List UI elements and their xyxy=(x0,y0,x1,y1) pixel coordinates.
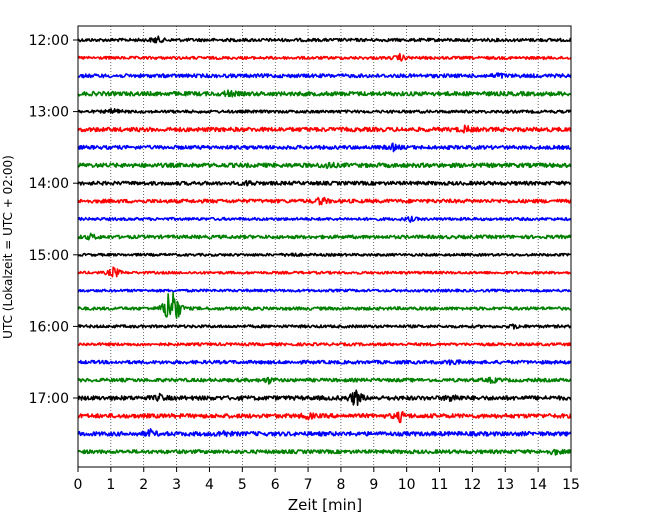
trace-1215 xyxy=(77,52,572,62)
y-tick-label: 15:00 xyxy=(29,248,69,264)
x-tick-label: 1 xyxy=(106,477,115,493)
x-tick-label: 4 xyxy=(205,477,214,493)
x-tick-label: 7 xyxy=(304,477,313,493)
trace-1615 xyxy=(77,342,572,347)
plot-frame xyxy=(77,25,572,468)
trace-1230 xyxy=(77,72,572,79)
trace-1645 xyxy=(77,376,572,385)
x-tick-label: 5 xyxy=(238,477,247,493)
x-tick-label: 9 xyxy=(369,477,378,493)
x-axis-ticks: 0 1 2 3 4 5 6 7 8 9 10 11 12 13 14 15 xyxy=(74,467,580,493)
trace-1530 xyxy=(77,288,572,293)
trace-1545 xyxy=(77,292,572,319)
x-tick-label: 6 xyxy=(271,477,280,493)
trace-1415 xyxy=(77,196,572,206)
x-tick-label: 11 xyxy=(431,477,449,493)
trace-1245 xyxy=(77,89,572,98)
y-tick-label: 16:00 xyxy=(29,319,69,335)
x-tick-label: 2 xyxy=(139,477,148,493)
x-tick-label: 15 xyxy=(562,477,580,493)
trace-1200 xyxy=(77,35,572,44)
trace-group xyxy=(77,35,572,456)
y-axis-ticks: 12:00 13:00 14:00 15:00 16:00 17:00 xyxy=(29,33,78,407)
trace-1400 xyxy=(77,179,572,187)
trace-1330 xyxy=(77,142,572,153)
x-tick-label: 0 xyxy=(74,477,83,493)
trace-1300 xyxy=(77,107,572,114)
x-tick-label: 12 xyxy=(463,477,481,493)
x-tick-label: 10 xyxy=(398,477,416,493)
x-tick-label: 13 xyxy=(496,477,514,493)
trace-1715 xyxy=(77,410,572,424)
x-tick-label: 8 xyxy=(336,477,345,493)
y-tick-label: 17:00 xyxy=(29,391,69,407)
trace-1315 xyxy=(77,124,572,134)
trace-1345 xyxy=(77,161,572,169)
trace-1700 xyxy=(77,389,572,407)
x-tick-label: 3 xyxy=(172,477,181,493)
trace-1500 xyxy=(77,252,572,258)
y-axis-label: UTC (Lokalzeit = UTC + 02:00) xyxy=(1,155,15,339)
x-axis-label: Zeit [min] xyxy=(288,496,362,514)
trace-1730 xyxy=(77,428,572,438)
trace-1430 xyxy=(77,215,572,223)
trace-1745 xyxy=(77,448,572,456)
y-tick-label: 14:00 xyxy=(29,176,69,192)
y-tick-label: 12:00 xyxy=(29,33,69,49)
trace-1515 xyxy=(77,266,572,278)
x-tick-label: 14 xyxy=(529,477,547,493)
trace-1445 xyxy=(77,232,572,241)
y-tick-label: 13:00 xyxy=(29,105,69,121)
trace-1630 xyxy=(77,359,572,366)
trace-1600 xyxy=(77,323,572,330)
